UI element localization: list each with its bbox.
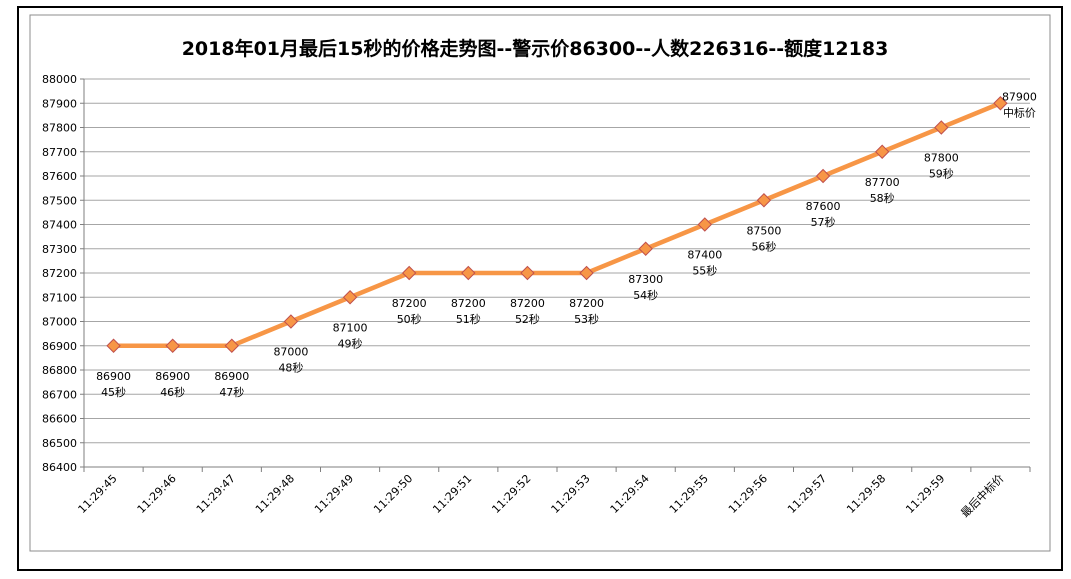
y-tick-label: 88000 xyxy=(42,73,77,86)
marker-layer xyxy=(106,96,1008,353)
y-tick-label: 87700 xyxy=(42,146,77,159)
data-label-value: 87900 xyxy=(1002,90,1037,103)
y-tick-label: 87100 xyxy=(42,291,77,304)
data-label-value: 87000 xyxy=(273,346,308,359)
data-label-time: 中标价 xyxy=(1003,105,1036,119)
data-label-time: 50秒 xyxy=(397,312,422,326)
data-label-time: 49秒 xyxy=(338,336,363,350)
data-label-value: 87200 xyxy=(451,297,486,310)
y-tick-label: 87600 xyxy=(42,170,77,183)
data-point-marker xyxy=(756,193,772,208)
data-label-time: 59秒 xyxy=(929,167,954,181)
data-point-marker xyxy=(520,265,535,281)
data-point-marker xyxy=(815,168,831,184)
data-label-value: 86900 xyxy=(155,370,190,383)
data-label-time: 51秒 xyxy=(456,312,481,326)
data-point-marker xyxy=(342,290,358,305)
data-label-time: 57秒 xyxy=(811,215,836,229)
data-label-time: 53秒 xyxy=(574,312,599,326)
y-tick-label: 86600 xyxy=(42,413,77,426)
data-point-marker xyxy=(401,265,417,281)
data-point-marker xyxy=(993,96,1008,111)
data-label-time: 48秒 xyxy=(278,361,303,375)
y-tick-label: 87200 xyxy=(42,267,77,280)
series-line xyxy=(111,101,1003,348)
data-point-marker xyxy=(697,217,713,232)
data-point-marker xyxy=(579,265,594,281)
data-label-value: 87100 xyxy=(333,321,368,334)
data-label-time: 52秒 xyxy=(515,312,540,326)
label-layer: 86900 45秒 86900 46秒 86900 47秒 87000 48秒 87100 49秒… xyxy=(96,90,1037,399)
data-label-time: 56秒 xyxy=(751,239,776,253)
data-label-value: 87400 xyxy=(687,249,722,262)
data-point-marker xyxy=(874,144,890,159)
data-label-value: 87300 xyxy=(628,273,663,286)
data-label-time: 46秒 xyxy=(160,385,185,399)
grid-layer xyxy=(84,78,1030,444)
data-label-time: 54秒 xyxy=(633,288,658,302)
data-label-value: 87600 xyxy=(806,200,841,213)
y-tick-label: 87300 xyxy=(42,243,77,256)
data-label-value: 87800 xyxy=(924,152,959,165)
y-tick-label: 87400 xyxy=(42,219,77,232)
y-tick-label: 87800 xyxy=(42,122,77,135)
data-label-value: 87200 xyxy=(392,297,427,310)
y-tick-label: 86800 xyxy=(42,364,77,377)
data-label-value: 87700 xyxy=(865,176,900,189)
data-label-time: 58秒 xyxy=(870,191,895,205)
data-label-value: 87500 xyxy=(746,224,781,237)
data-label-time: 55秒 xyxy=(692,264,717,278)
data-label-time: 45秒 xyxy=(101,385,126,399)
chart-title: 2018年01月最后15秒的价格走势图--警示价86300--人数226316-… xyxy=(182,37,889,60)
y-tick-label: 87900 xyxy=(42,97,77,110)
data-point-marker xyxy=(638,241,653,256)
data-point-marker xyxy=(461,265,476,281)
data-label-value: 86900 xyxy=(96,370,131,383)
data-point-marker xyxy=(165,338,180,353)
y-tick-label: 86400 xyxy=(42,461,77,474)
data-point-marker xyxy=(224,338,240,353)
data-label-value: 87200 xyxy=(510,297,545,310)
data-point-marker xyxy=(934,120,949,135)
data-label-value: 87200 xyxy=(569,297,604,310)
data-label-value: 86900 xyxy=(214,370,249,383)
line-layer xyxy=(111,101,1003,348)
data-point-marker xyxy=(106,338,121,353)
y-tick-label: 87500 xyxy=(42,194,77,207)
outer-border xyxy=(17,6,1063,571)
y-tick-label: 86900 xyxy=(42,340,77,353)
y-tick-label: 86500 xyxy=(42,437,77,450)
chart-area-border xyxy=(29,14,1051,552)
y-tick-label: 87000 xyxy=(42,316,77,329)
data-label-time: 47秒 xyxy=(219,385,244,399)
data-point-marker xyxy=(283,314,299,329)
y-tick-label: 86700 xyxy=(42,388,77,401)
